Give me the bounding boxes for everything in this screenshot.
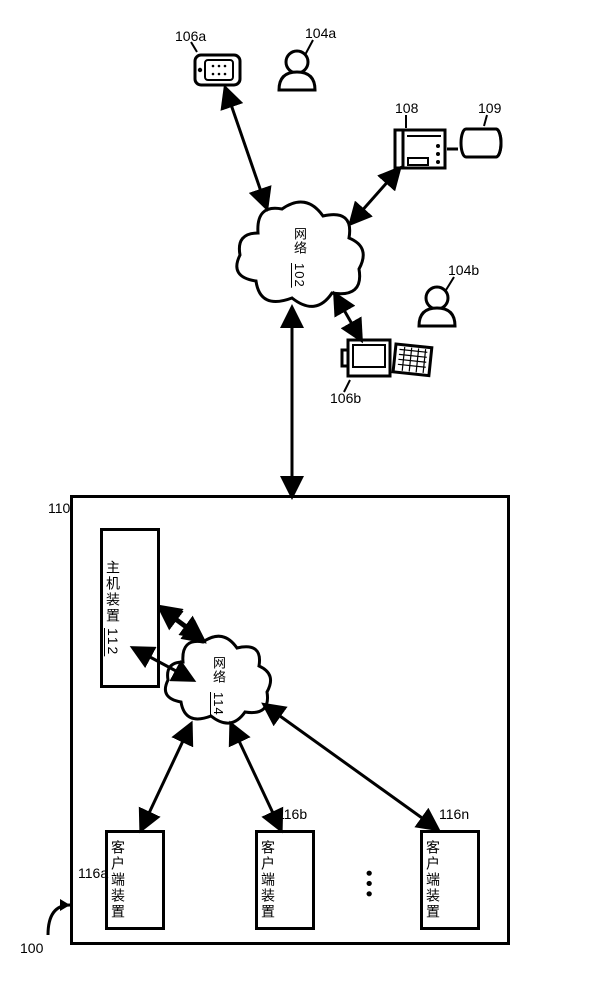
ref-106b: 106b bbox=[330, 390, 361, 406]
ellipsis: ••• bbox=[358, 870, 379, 901]
client-box-n: 客户端装置 bbox=[420, 830, 480, 930]
ref-116a: 116a bbox=[78, 865, 108, 881]
ref-116n: 116n bbox=[439, 806, 469, 822]
cloud-inner-label: 网络 114 bbox=[209, 656, 228, 715]
client-b-text: 客户端装置 bbox=[258, 840, 278, 920]
ref-116b: 116b bbox=[277, 806, 307, 822]
cloud-outer-text: 网络 bbox=[292, 227, 307, 255]
client-n-text: 客户端装置 bbox=[423, 840, 443, 920]
client-n-label: 客户端装置 bbox=[423, 833, 443, 927]
cloud-inner-text: 网络 bbox=[211, 656, 226, 684]
ref-104a: 104a bbox=[305, 25, 336, 41]
ref-106a: 106a bbox=[175, 28, 206, 44]
host-ref: 112 bbox=[105, 628, 121, 656]
cloud-inner: 网络 114 bbox=[163, 632, 273, 728]
ref-100: 100 bbox=[20, 940, 43, 956]
client-a-label: 客户端装置 bbox=[108, 833, 128, 927]
cloud-outer: 网络 102 bbox=[234, 197, 366, 313]
ref-104b: 104b bbox=[448, 262, 479, 278]
cloud-outer-ref: 102 bbox=[292, 263, 307, 288]
cloud-outer-label: 网络 102 bbox=[290, 227, 309, 287]
client-box-a: 客户端装置 bbox=[105, 830, 165, 930]
client-b-label: 客户端装置 bbox=[258, 833, 278, 927]
ref-108: 108 bbox=[395, 100, 418, 116]
host-box: 主机装置 112 bbox=[100, 528, 160, 688]
host-box-label: 主机装置 112 bbox=[103, 531, 123, 685]
host-text: 主机装置 bbox=[103, 560, 123, 624]
ref-110: 110 bbox=[48, 500, 70, 516]
ref-109: 109 bbox=[478, 100, 501, 116]
cloud-inner-ref: 114 bbox=[211, 692, 226, 716]
client-a-text: 客户端装置 bbox=[108, 840, 128, 920]
diagram-stage: 100 110 主机装置 112 客户端装置 116a 客户端装置 116b 客… bbox=[0, 0, 599, 1000]
client-box-b: 客户端装置 bbox=[255, 830, 315, 930]
